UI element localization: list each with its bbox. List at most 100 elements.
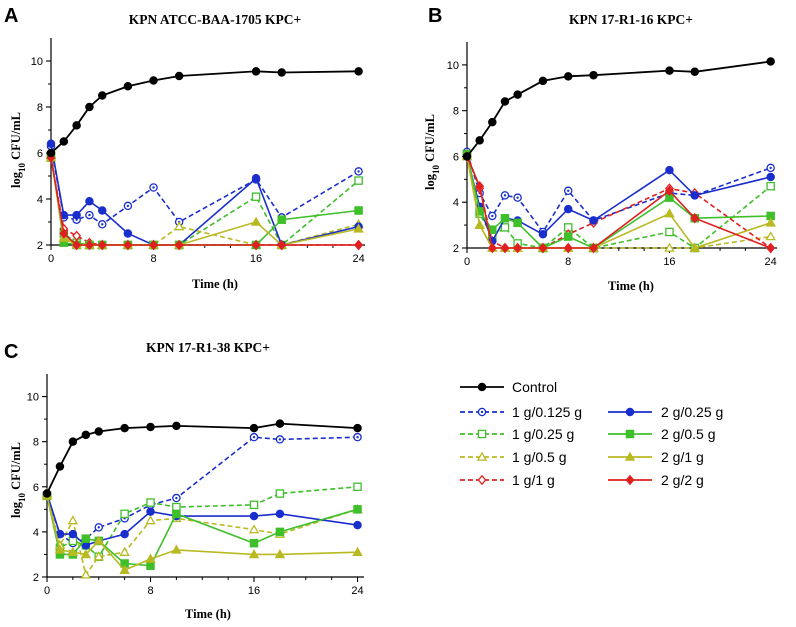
panel-a-point-s8 (123, 239, 133, 251)
panel-c-point-s3 (119, 546, 130, 556)
legend-entry-1g-1g: 1 g/1 g (460, 472, 555, 488)
legend-symbol-2g-1g (608, 451, 652, 461)
panel-b-point-s7 (765, 217, 776, 227)
legend-entry-1g-05g: 1 g/0.5 g (460, 449, 567, 465)
panel-b-point-s2 (766, 181, 775, 191)
panel-c-point-control (68, 437, 78, 446)
panel-c-point-s5 (68, 529, 78, 539)
panel-b-point-control (500, 97, 510, 106)
legend-marker-s8 (625, 474, 635, 486)
panel-a-point-s1-core (357, 170, 360, 173)
panel-c-x-tick-label: 16 (248, 585, 260, 597)
legend-label-1g-0125g: 1 g/0.125 g (512, 404, 582, 420)
panel-b-line-s2 (466, 154, 772, 249)
legend-entry-2g-1g: 2 g/1 g (608, 449, 704, 465)
panel-c-point-s7 (54, 544, 66, 554)
panel-b-point-s8 (487, 242, 497, 254)
panel-c-line-s5 (46, 493, 358, 547)
panel-c-title: KPN 17-R1-38 KPC+ (146, 340, 270, 355)
panel-b-x-tick-label: 16 (663, 256, 675, 268)
legend-symbol-1g-1g (460, 474, 504, 486)
panel-c-point-s3 (67, 515, 79, 525)
panel-a-point-s2 (251, 192, 261, 201)
panel-a-point-s1-core (152, 186, 155, 189)
panel-b-point-s3 (765, 231, 776, 241)
legend-label-1g-05g: 1 g/0.5 g (512, 449, 567, 465)
panel-b-y-tick-label: 10 (447, 60, 459, 72)
panel-c-point-s5 (146, 507, 155, 516)
panel-c-point-s3 (145, 515, 156, 525)
panel-b-x-tick-label: 0 (464, 256, 470, 268)
legend-symbol-1g-05g (460, 451, 504, 461)
panel-a-line-control (50, 70, 359, 154)
panel-c-point-control (249, 423, 259, 433)
legend-entry-2g-025g: 2 g/0.25 g (608, 404, 723, 420)
legend-symbol-1g-025g (460, 429, 504, 439)
panel-c-point-s7 (248, 549, 260, 559)
panel-c-series-s7 (41, 490, 363, 574)
legend-entry-2g-2g: 2 g/2 g (608, 472, 704, 488)
panel-c-point-s1-core (97, 526, 100, 529)
panel-c-line-s7 (46, 495, 358, 572)
panel-b-point-control (538, 76, 548, 86)
panel-c-y-tick-label: 6 (33, 482, 39, 494)
panel-c-point-control (55, 462, 65, 471)
panel-b-point-control (589, 70, 598, 80)
panel-a-letter: A (4, 5, 18, 27)
panel-c-y-tick-label: 10 (27, 392, 39, 404)
panel-b-point-control (475, 136, 484, 145)
panel-a-title: KPN ATCC-BAA-1705 KPC+ (129, 12, 301, 27)
panel-a-point-control (46, 148, 56, 158)
panel-c-point-control (94, 427, 104, 436)
panel-b-point-s1-core (516, 196, 519, 199)
panel-c-point-s7 (93, 535, 104, 545)
panel-b-point-control (462, 152, 472, 161)
panel-c-point-s2 (275, 489, 285, 498)
panel-a-series-s7 (45, 152, 364, 249)
panel-c-point-s2 (146, 498, 155, 507)
panel-a-point-control (72, 121, 81, 130)
panel-c-point-s5 (353, 520, 362, 530)
legend-marker-s2 (477, 429, 487, 439)
panel-c-point-s6 (81, 534, 91, 543)
legend-entry-1g-025g: 1 g/0.25 g (460, 426, 574, 442)
panel-c-point-control (146, 422, 155, 432)
panel-a-point-s5 (251, 174, 261, 183)
panel-c-line-control (46, 422, 358, 494)
panel-b-y-tick-label: 2 (453, 243, 459, 255)
panel-c-point-s6 (275, 527, 285, 537)
panel-b-point-s7 (474, 219, 485, 229)
panel-c-point-control (81, 430, 91, 440)
panel-c-point-s3 (93, 551, 104, 561)
panel-b-point-s8 (589, 242, 598, 254)
panel-c-point-control (275, 419, 285, 428)
panel-a-point-s6 (354, 206, 363, 215)
panel-c-y-tick-label: 2 (33, 572, 39, 584)
panel-c-point-s7 (352, 546, 363, 556)
panel-a-line-s2 (50, 157, 360, 247)
panel-a-line-s6 (50, 155, 359, 246)
panel-c-point-s6 (353, 505, 362, 514)
panel-a-point-control (85, 102, 94, 112)
panel-b-point-s6 (475, 207, 484, 216)
panel-c-point-s3 (248, 524, 260, 534)
panel-b-point-s8 (500, 242, 510, 254)
panel-b-point-s5 (766, 172, 775, 182)
panel-b-point-s2 (500, 223, 510, 232)
panel-a-point-s1-core (126, 204, 130, 208)
panel-c-y-tick-label: 8 (33, 437, 39, 449)
panel-b-point-s7 (664, 208, 675, 218)
panel-b-series-s7 (461, 151, 776, 252)
panel-b-point-s6 (563, 232, 573, 241)
panel-a-point-s7 (250, 216, 262, 226)
panel-c-point-control (42, 489, 52, 498)
panel-b-line-s7 (466, 156, 771, 249)
panel-b-point-s2 (665, 227, 674, 237)
panel-c-x-tick-label: 8 (147, 585, 153, 597)
panel-c-line-s2 (46, 486, 358, 558)
panel-a-x-tick-label: 16 (250, 253, 262, 265)
legend-label-2g-05g: 2 g/0.5 g (661, 426, 716, 442)
panel-a-y-tick-label: 2 (37, 240, 43, 252)
